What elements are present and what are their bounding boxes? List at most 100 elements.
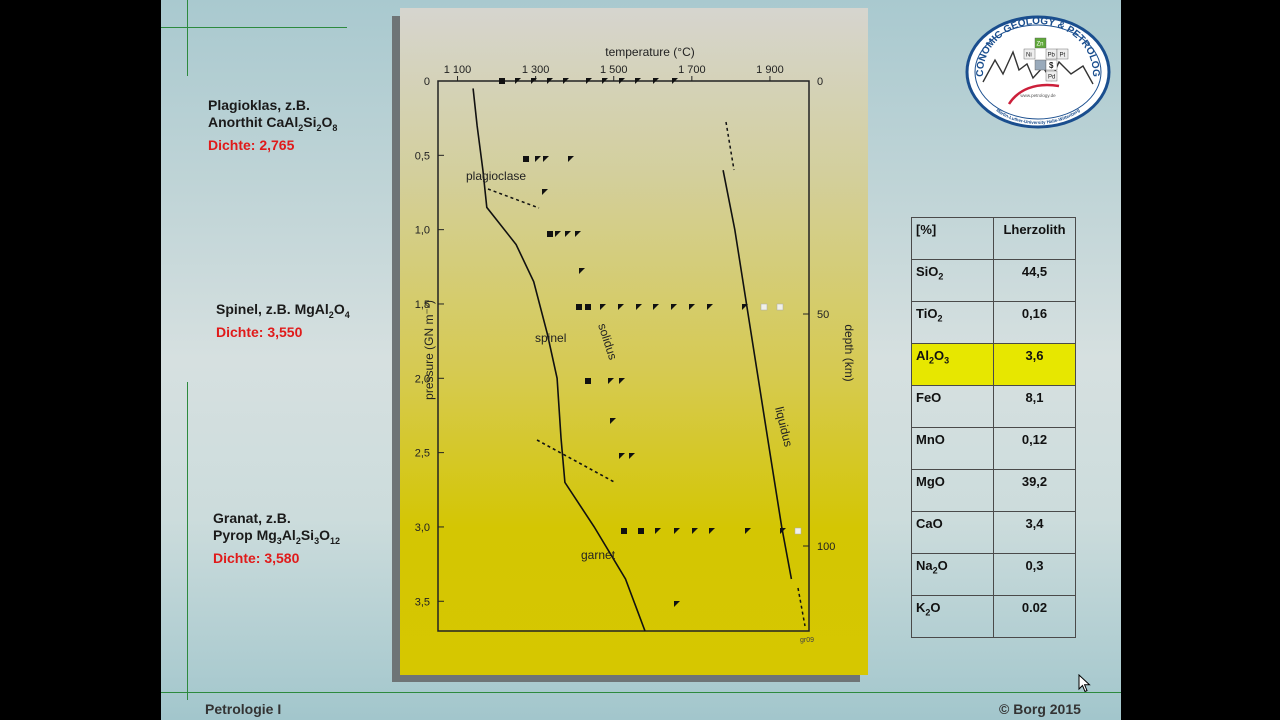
y-tick-label: 3,0 <box>415 522 430 534</box>
formula: MgAl2O4 <box>294 301 350 320</box>
oxide-value: 8,1 <box>993 385 1076 428</box>
curve-solidus <box>472 88 646 632</box>
table-row: Al2O3 3,6 <box>911 343 1076 386</box>
curves <box>472 88 793 632</box>
oxide-name: Al2O3 <box>911 343 994 386</box>
curve-label-solidus: solidus <box>595 322 620 362</box>
oxide-name: FeO <box>911 385 994 428</box>
marker-square <box>621 528 627 534</box>
marker-open <box>776 303 784 311</box>
marker-triangle <box>515 78 521 84</box>
y-tick-label: 2,0 <box>415 373 430 385</box>
x-tick-label: 1 300 <box>522 64 550 76</box>
table-row: Na2O 0,3 <box>911 553 1076 596</box>
footer-copyright: © Borg 2015 <box>999 701 1081 717</box>
oxide-name: TiO2 <box>911 301 994 344</box>
mineral-garnet-name: Granat, z.B. <box>213 510 291 526</box>
logo-periodic-cells: Zn Ni Pb Pt $ Pd <box>1023 37 1069 82</box>
mineral-garnet: Granat, z.B. Pyrop Mg3Al2Si3O12 Dichte: … <box>213 510 340 567</box>
plagioclase-spinel-boundary <box>487 188 540 209</box>
marker-square <box>585 378 591 384</box>
x-tick-label: 1 500 <box>600 64 628 76</box>
y-tick-label: 0,5 <box>415 150 430 162</box>
liquidus-extrapolation-top <box>725 121 735 171</box>
oxide-name: CaO <box>911 511 994 554</box>
marker-triangle <box>653 78 659 84</box>
phase-diagram-svg: temperature (°C) 1 100 1 300 1 500 1 700 1 9… <box>415 45 856 644</box>
marker-triangle <box>692 528 698 534</box>
marker-triangle <box>563 78 569 84</box>
marker-square <box>585 304 591 310</box>
marker-triangle <box>535 156 541 162</box>
logo-url: www.petrology.de <box>1020 93 1056 98</box>
depth-tick-label: 0 <box>817 76 823 88</box>
marker-triangle <box>543 156 549 162</box>
depth-tick-label: 50 <box>817 309 829 321</box>
figure-code: gr09 <box>800 637 814 644</box>
marker-open <box>794 527 802 535</box>
y-ticks: 0 0,5 1,0 1,5 2,0 2,5 3,0 3,5 <box>415 76 444 608</box>
phase-diagram: temperature (°C) 1 100 1 300 1 500 1 700 1 9… <box>400 8 868 675</box>
marker-triangle <box>671 304 677 310</box>
university-logo: ECONOMIC GEOLOGY & PETROLOGY Martin-Luth… <box>963 12 1111 129</box>
marker-triangle <box>745 528 751 534</box>
table-row: CaO 3,4 <box>911 511 1076 554</box>
mouse-cursor-icon <box>1078 674 1091 693</box>
table-row: SiO2 44,5 <box>911 259 1076 302</box>
formula: Mg3Al2Si3O12 <box>256 527 340 546</box>
table-header-row: [%] Lherzolith <box>911 217 1076 260</box>
bottom-rule <box>161 692 1121 693</box>
marker-square <box>576 304 582 310</box>
top-rule <box>161 27 347 28</box>
marker-triangle <box>542 189 548 195</box>
x-tick-label: 1 100 <box>444 64 472 76</box>
marker-triangle <box>565 231 571 237</box>
x-tick-label: 1 700 <box>678 64 706 76</box>
marker-triangle <box>619 453 625 459</box>
experiment-markers <box>499 78 802 607</box>
marker-square <box>499 78 505 84</box>
marker-square <box>523 156 529 162</box>
marker-triangle <box>602 78 608 84</box>
table-row: TiO2 0,16 <box>911 301 1076 344</box>
svg-text:Pd: Pd <box>1048 75 1055 81</box>
oxide-name: K2O <box>911 595 994 638</box>
mineral-spinel: Spinel, z.B. MgAl2O4 Dichte: 3,550 <box>216 301 350 341</box>
marker-triangle <box>689 304 695 310</box>
oxide-value: 3,4 <box>993 511 1076 554</box>
x-axis-label: temperature (°C) <box>605 45 695 59</box>
logo-red-swoosh <box>1007 83 1060 105</box>
marker-triangle <box>547 78 553 84</box>
oxide-name: Na2O <box>911 553 994 596</box>
marker-triangle <box>674 601 680 607</box>
table-row: FeO 8,1 <box>911 385 1076 428</box>
oxide-value: 0,16 <box>993 301 1076 344</box>
marker-triangle <box>608 378 614 384</box>
oxide-name: MnO <box>911 427 994 470</box>
y-tick-label: 2,5 <box>415 448 430 460</box>
logo-mountain-line <box>982 50 1094 85</box>
oxide-name: MgO <box>911 469 994 512</box>
marker-triangle <box>600 304 606 310</box>
marker-triangle <box>579 268 585 274</box>
marker-triangle <box>742 304 748 310</box>
marker-triangle <box>610 418 616 424</box>
svg-text:Pt: Pt <box>1060 53 1066 59</box>
marker-triangle <box>619 378 625 384</box>
oxide-name: SiO2 <box>911 259 994 302</box>
x-tick-label: 1 900 <box>756 64 784 76</box>
marker-triangle <box>707 304 713 310</box>
table-row: MgO 39,2 <box>911 469 1076 512</box>
oxide-value: 0.02 <box>993 595 1076 638</box>
y-axis-label-right: depth (km) <box>842 324 856 381</box>
y-axis-label-left: pressure (GN m⁻²) <box>422 300 436 400</box>
y-tick-label: 1,0 <box>415 225 430 237</box>
table-row: K2O 0.02 <box>911 595 1076 638</box>
oxide-value: 3,6 <box>993 343 1076 386</box>
mineral-plagioclase-density: Dichte: 2,765 <box>208 136 295 153</box>
y-tick-label: 3,5 <box>415 596 430 608</box>
mineral-plagioclase-name: Plagioklas, z.B. <box>208 97 310 113</box>
left-rule-top <box>187 0 188 76</box>
plot-frame <box>437 80 810 632</box>
mineral-plagioclase: Plagioklas, z.B. Anorthit CaAl2Si2O8 Dic… <box>208 97 337 154</box>
